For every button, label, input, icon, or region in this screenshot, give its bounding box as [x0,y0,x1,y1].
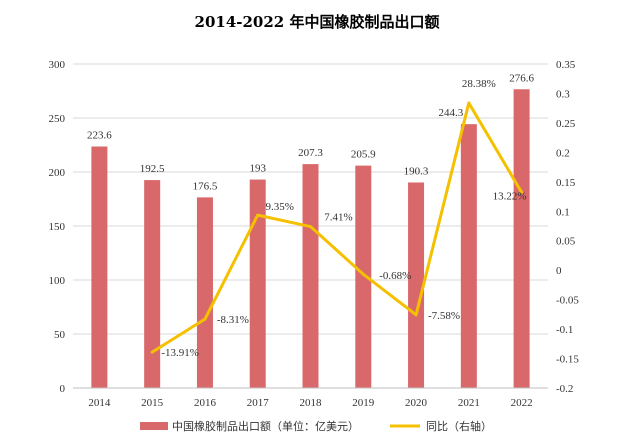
y-right-tick-label: 0.1 [556,206,570,218]
y-left-tick-label: 250 [49,113,66,125]
legend-bar-label: 中国橡胶制品出口额（单位：亿美元） [172,419,359,433]
y-left-tick-label: 100 [49,275,66,287]
bar-data-label: 207.3 [298,147,323,159]
x-tick-label: 2021 [458,397,480,409]
y-right-tick-label: 0 [556,265,562,277]
bar-data-label: 192.5 [140,163,165,175]
bar [460,124,477,388]
y-right-tick-label: 0.05 [556,236,576,248]
y-right-tick-label: -0.15 [556,354,579,366]
line-point [361,272,365,276]
legend: 中国橡胶制品出口额（单位：亿美元） 同比（右轴） [140,419,492,433]
bar [249,179,266,388]
y-left-tick-label: 200 [49,167,66,179]
y-left-tick-label: 0 [60,383,66,395]
x-tick-label: 2017 [247,397,270,409]
bar [91,146,108,388]
x-tick-label: 2019 [352,397,375,409]
y-right-tick-label: -0.2 [556,383,573,395]
axes: 0 50 100 150 200 250 300 -0.2 -0.15 -0.1 -0.05 0 0.0… [49,59,580,409]
y-right-tick-label: 0.35 [556,59,576,71]
bar [408,182,425,388]
line-point [203,317,207,321]
bar-series [91,89,530,388]
bar-data-label: 244.3 [438,107,463,119]
bar [144,180,161,388]
line-point [520,190,524,194]
y-left-tick-label: 50 [54,329,66,341]
y-right-tick-label: 0.2 [556,147,570,159]
line-point [467,101,471,105]
line-data-label: -8.31% [217,314,249,326]
y-right-tick-label: -0.1 [556,324,573,336]
x-tick-label: 2015 [141,397,164,409]
bar [513,89,530,388]
bar-data-label: 190.3 [404,165,429,177]
chart-title: 2014-2022 年中国橡胶制品出口额 [195,13,440,31]
line-point [150,350,154,354]
bar-data-label: 276.6 [509,72,534,84]
y-right-tick-label: -0.05 [556,295,579,307]
line-data-label: -0.68% [379,270,411,282]
y-left-tick-label: 300 [49,59,66,71]
line-data-label: 28.38% [462,78,496,90]
x-tick-label: 2016 [194,397,217,409]
y-right-tick-label: 0.15 [556,177,576,189]
line-point [309,225,312,229]
y-right-tick-label: 0.3 [556,88,570,100]
y-right-tick-label: 0.25 [556,118,576,130]
line-data-label: 9.35% [266,201,294,213]
x-tick-label: 2022 [511,397,533,409]
bar [196,197,213,388]
x-tick-label: 2020 [405,397,428,409]
line-point [256,213,260,217]
legend-line-label: 同比（右轴） [426,419,492,433]
legend-bar-swatch [140,422,168,430]
line-data-label: -7.58% [428,310,460,322]
x-tick-label: 2014 [88,397,111,409]
bar [355,165,372,388]
line-data-label: -13.91% [161,347,199,359]
bar-data-label: 176.5 [193,180,218,192]
line-series [150,101,524,354]
line-point [414,313,418,317]
data-labels: 223.6 192.5 176.5 193 207.3 205.9 190.3 244.3 27… [87,72,534,359]
bar-data-label: 193 [249,163,266,175]
line-data-label: 7.41% [324,212,352,224]
line-data-label: 13.22% [493,190,527,202]
bar [302,164,319,388]
bar-data-label: 223.6 [87,130,112,142]
yoy-line [151,101,523,354]
x-tick-label: 2018 [300,397,323,409]
y-left-tick-label: 150 [49,221,66,233]
bar-data-label: 205.9 [351,149,376,161]
